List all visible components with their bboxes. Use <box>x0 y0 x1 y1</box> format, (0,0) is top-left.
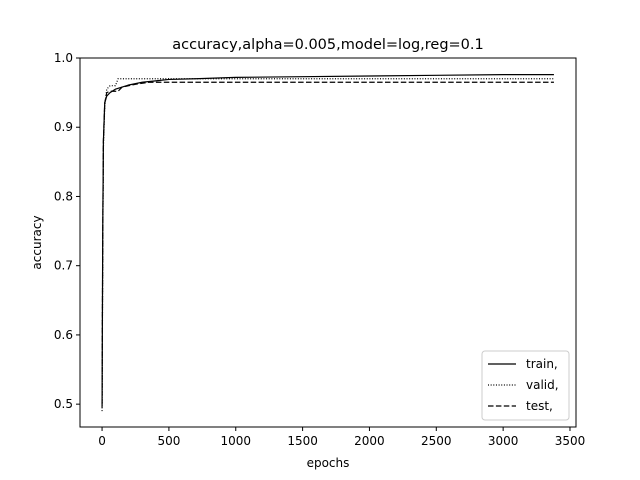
y-tick-label: 0.9 <box>54 120 73 134</box>
x-tick-label: 3500 <box>555 434 586 448</box>
y-tick-label: 0.8 <box>54 189 73 203</box>
x-axis: 0 500 1000 1500 2000 2500 3000 3500 <box>98 427 585 448</box>
x-tick-label: 500 <box>157 434 180 448</box>
x-tick-label: 3000 <box>488 434 519 448</box>
chart-title: accuracy,alpha=0.005,model=log,reg=0.1 <box>172 37 483 53</box>
y-axis-label: accuracy <box>30 215 44 269</box>
legend-label-test: test, <box>526 399 553 413</box>
y-tick-label: 0.6 <box>54 328 73 342</box>
legend: train, valid, test, <box>481 350 570 421</box>
legend-box <box>481 350 570 421</box>
y-tick-label: 1.0 <box>54 51 73 65</box>
series-lines <box>101 74 554 412</box>
series-line-test <box>101 81 554 405</box>
x-axis-label: epochs <box>307 456 350 470</box>
x-tick-label: 1500 <box>287 434 318 448</box>
legend-label-train: train, <box>526 357 558 371</box>
x-tick-label: 2000 <box>354 434 385 448</box>
x-tick-label: 1000 <box>220 434 251 448</box>
y-tick-label: 0.7 <box>54 259 73 273</box>
x-tick-label: 2500 <box>421 434 452 448</box>
series-line-valid <box>101 78 554 412</box>
y-tick-label: 0.5 <box>54 397 73 411</box>
legend-label-valid: valid, <box>526 378 559 392</box>
axes-frame <box>79 57 577 428</box>
x-tick-label: 0 <box>98 434 106 448</box>
y-axis: 0.5 0.6 0.7 0.8 0.9 1.0 <box>54 51 80 411</box>
